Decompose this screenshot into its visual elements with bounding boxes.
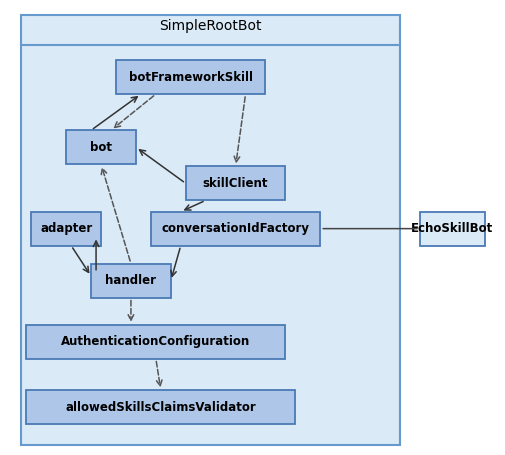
Bar — [151, 212, 320, 246]
Text: AuthenticationConfiguration: AuthenticationConfiguration — [61, 335, 250, 348]
Text: conversationIdFactory: conversationIdFactory — [162, 222, 310, 235]
Text: botFrameworkSkill: botFrameworkSkill — [129, 71, 252, 84]
Text: EchoSkillBot: EchoSkillBot — [411, 222, 493, 235]
Text: SimpleRootBot: SimpleRootBot — [160, 19, 262, 33]
Bar — [21, 15, 400, 445]
Text: adapter: adapter — [40, 222, 92, 235]
Bar — [116, 60, 266, 94]
Text: handler: handler — [106, 274, 157, 287]
Bar — [91, 264, 171, 298]
Text: bot: bot — [90, 141, 112, 154]
Bar — [31, 212, 101, 246]
Text: skillClient: skillClient — [203, 177, 268, 190]
Bar — [66, 130, 136, 164]
Bar — [26, 390, 295, 424]
Bar — [26, 325, 285, 359]
Bar — [420, 212, 485, 246]
Bar — [186, 167, 285, 200]
Text: allowedSkillsClaimsValidator: allowedSkillsClaimsValidator — [66, 401, 256, 414]
